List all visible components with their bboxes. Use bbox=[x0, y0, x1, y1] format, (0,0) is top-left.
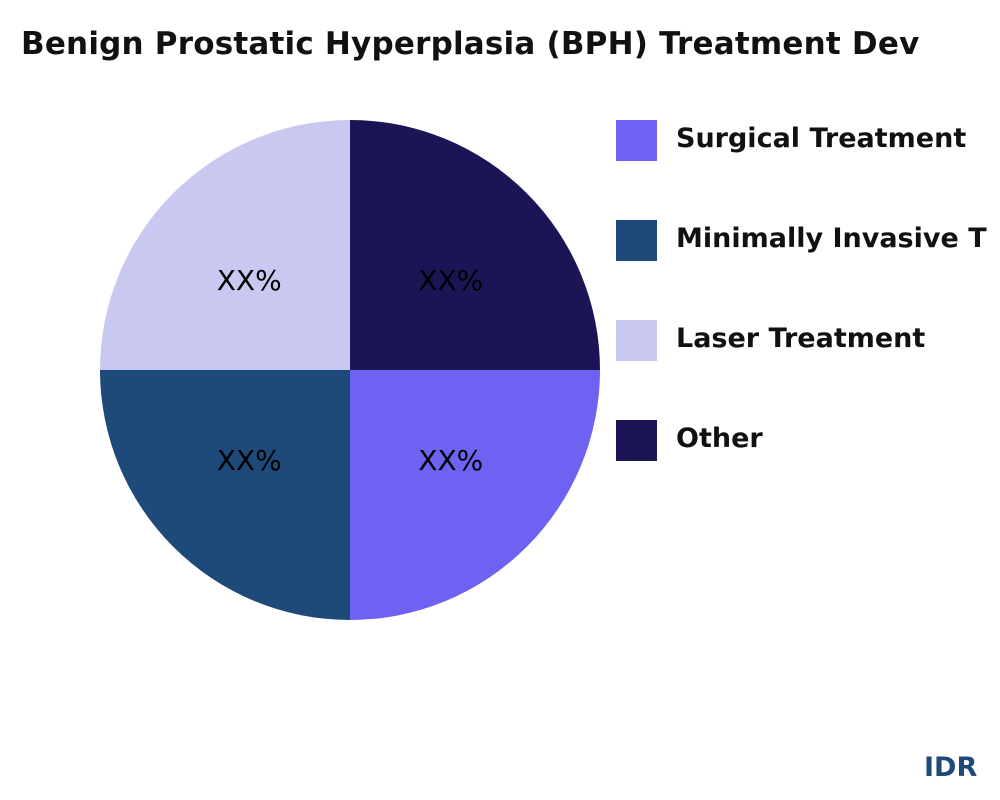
chart-title: Benign Prostatic Hyperplasia (BPH) Treat… bbox=[21, 26, 920, 62]
legend-swatch bbox=[616, 120, 657, 161]
legend-swatch bbox=[616, 420, 657, 461]
legend-swatch bbox=[616, 220, 657, 261]
legend-label: Other bbox=[676, 423, 763, 454]
slice-data-label: XX% bbox=[217, 444, 282, 477]
pie-slice-surgical-treatment bbox=[350, 370, 600, 620]
legend-label: Laser Treatment bbox=[676, 323, 926, 354]
legend-label: Minimally Invasive T bbox=[676, 223, 987, 254]
legend-label: Surgical Treatment bbox=[676, 123, 967, 154]
slice-data-label: XX% bbox=[418, 444, 483, 477]
pie-slice-laser-treatment bbox=[100, 120, 350, 370]
legend-swatch bbox=[616, 320, 657, 361]
slice-data-label: XX% bbox=[418, 264, 483, 297]
pie-slice-other bbox=[350, 120, 600, 370]
slice-data-label: XX% bbox=[217, 264, 282, 297]
pie-slice-minimally-invasive-t bbox=[100, 370, 350, 620]
brand-logo: IDR bbox=[924, 752, 978, 783]
